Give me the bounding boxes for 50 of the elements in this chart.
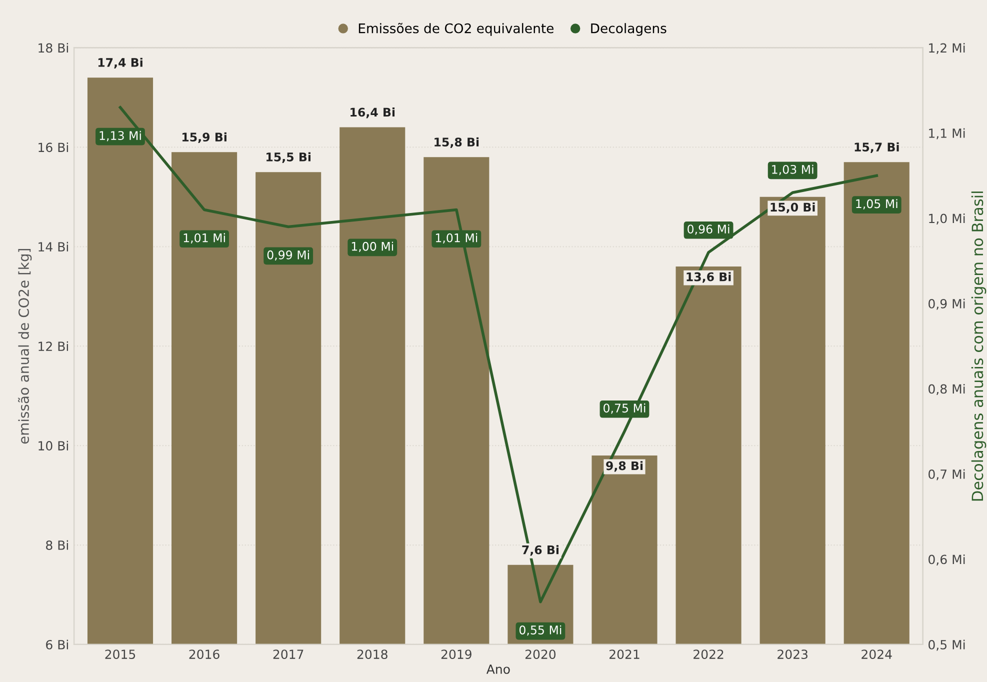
y2-tick-label: 0,6 Mi [928,554,965,566]
legend-label: Emissões de CO2 equivalente [358,22,554,36]
data-label: 0,99 Mi [267,250,309,261]
y2-tick-label: 1,0 Mi [929,213,965,224]
y-tick-label: 10 Bi [38,440,68,450]
x-tick-label: 2016 [189,650,220,660]
data-label: 17,4 Bi [98,58,142,68]
data-label: 1,03 Mi [772,164,814,176]
data-label: 1,01 Mi [184,233,225,244]
y-tick-label: 8 Bi [46,540,68,550]
y-tick-label: 18 Bi [38,42,68,53]
x-axis-title: Ano [486,664,510,674]
data-label: 9,8 Bi [606,461,643,472]
y-tick-label: 16 Bi [38,142,68,152]
y2-tick-label: 0,5 Mi [928,640,965,651]
x-tick-label: 2020 [525,650,556,660]
x-tick-label: 2018 [357,650,388,660]
y-axis-title: emissão anual de CO2e [kg] [18,248,32,444]
y2-tick-label: 1,1 Mi [929,128,965,140]
y2-axis-title: Decolagens anuais com origem no Brasil [971,192,986,501]
data-label: 0,55 Mi [519,625,562,636]
y2-tick-label: 0,9 Mi [928,298,965,310]
data-label: 1,05 Mi [856,199,898,210]
data-label: 0,96 Mi [688,224,730,235]
x-tick-label: 2023 [778,650,808,660]
x-tick-label: 2015 [105,650,136,660]
x-tick-label: 2024 [862,650,892,660]
y2-tick-label: 0,8 Mi [928,384,965,395]
data-label: 1,13 Mi [100,130,141,142]
data-label: 15,8 Bi [434,137,479,148]
legend-label: Decolagens [591,23,666,36]
y2-tick-label: 0,7 Mi [928,469,965,480]
x-tick-label: 2017 [273,650,304,660]
data-label: 15,0 Bi [770,202,815,214]
data-label: 1,00 Mi [352,242,394,252]
y-tick-label: 12 Bi [38,341,68,351]
x-tick-label: 2021 [610,650,640,660]
data-label: 1,01 Mi [436,233,478,244]
data-label: 16,4 Bi [350,108,395,118]
x-tick-label: 2022 [694,650,724,660]
data-label: 13,6 Bi [686,272,731,283]
data-label: 7,6 Bi [522,545,558,556]
y2-tick-label: 1,2 Mi [929,42,965,54]
data-label: 0,75 Mi [604,403,646,414]
data-label: 15,9 Bi [182,132,226,144]
data-label: 15,7 Bi [854,142,899,154]
data-label: 15,5 Bi [266,152,310,163]
y-tick-label: 6 Bi [46,640,68,650]
x-tick-label: 2019 [441,650,472,660]
y-tick-label: 14 Bi [38,242,68,252]
